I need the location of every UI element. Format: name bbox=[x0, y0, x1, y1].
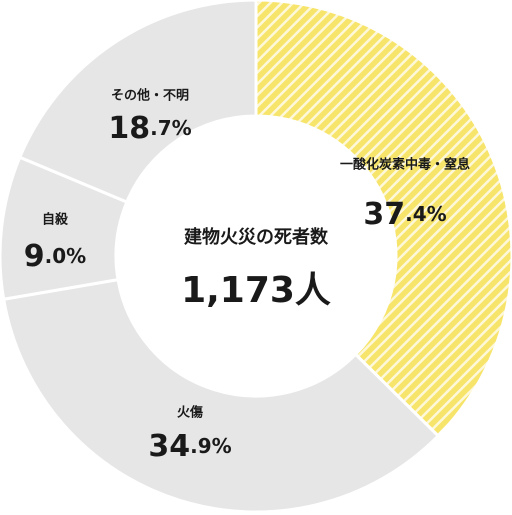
value-label: 9.0% bbox=[24, 239, 86, 274]
slice bbox=[17, 0, 258, 204]
center-value: 1,173人 bbox=[181, 270, 331, 311]
center-title: 建物火災の死者数 bbox=[184, 226, 329, 248]
slice bbox=[254, 0, 512, 439]
value-label: 34.9% bbox=[148, 429, 231, 464]
slice-label: 火傷 bbox=[177, 405, 203, 421]
value-label: 37.4% bbox=[363, 197, 446, 232]
value-label: 18.7% bbox=[108, 111, 191, 146]
slice-label: その他・不明 bbox=[111, 88, 189, 104]
slice bbox=[1, 277, 441, 514]
slice-label: 一酸化炭素中毒・窒息 bbox=[340, 157, 470, 173]
slice-label: 自殺 bbox=[42, 212, 69, 228]
